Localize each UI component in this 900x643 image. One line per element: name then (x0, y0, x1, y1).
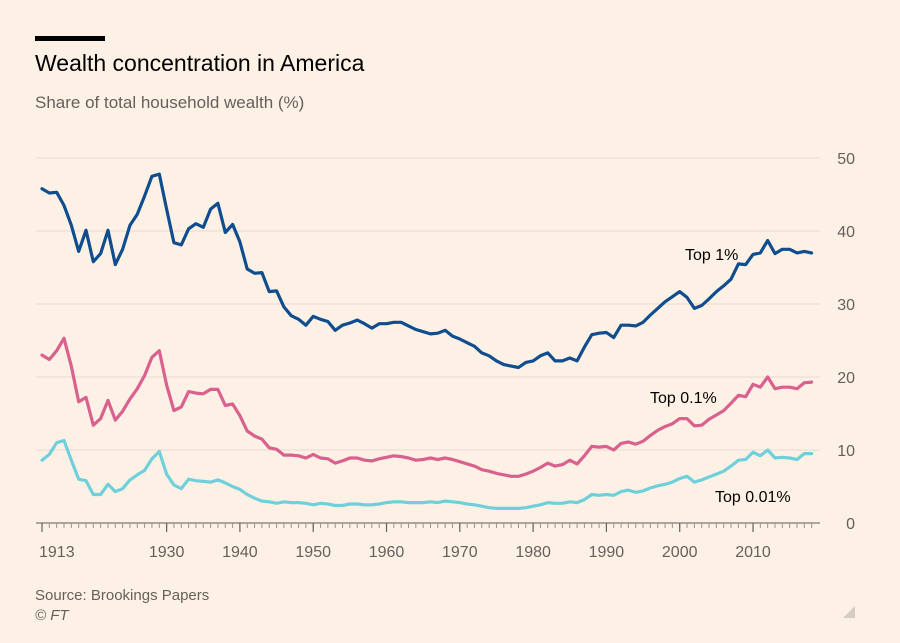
y-tick-label: 0 (846, 516, 855, 533)
x-tick-label: 1940 (222, 544, 258, 561)
y-tick-label: 40 (837, 224, 855, 241)
resize-corner-icon (843, 606, 855, 618)
x-tick-label: 1990 (589, 544, 625, 561)
x-tick-label: 1913 (39, 544, 75, 561)
y-tick-label: 10 (837, 443, 855, 460)
x-tick-label: 1930 (149, 544, 185, 561)
series-line-top-1 (40, 172, 814, 370)
x-tick-label: 1970 (442, 544, 478, 561)
source-note: Source: Brookings Papers (35, 587, 210, 604)
x-tick-label: 2000 (662, 544, 698, 561)
series-label: Top 0.01% (715, 489, 791, 506)
chart-subtitle: Share of total household wealth (%) (35, 93, 305, 112)
y-tick-label: 50 (837, 151, 855, 168)
ft-header-bar (35, 36, 105, 41)
x-tick-label: 2010 (735, 544, 771, 561)
copyright-note: © FT (35, 607, 69, 624)
y-tick-label: 30 (837, 297, 855, 314)
x-tick-label: 1960 (369, 544, 405, 561)
series-label: Top 1% (685, 247, 738, 264)
series-label: Top 0.1% (650, 390, 717, 407)
x-tick-label: 1950 (295, 544, 331, 561)
line-chart: 0 10 20 30 40 50 1913 1930 1940 1950 1960 1970 1980 1… (36, 151, 855, 561)
series-line-top-0-01 (40, 438, 814, 510)
series-line-top-0-1 (40, 336, 814, 478)
y-tick-label: 20 (837, 370, 855, 387)
x-tick-label: 1980 (515, 544, 551, 561)
chart-title: Wealth concentration in America (35, 50, 365, 76)
